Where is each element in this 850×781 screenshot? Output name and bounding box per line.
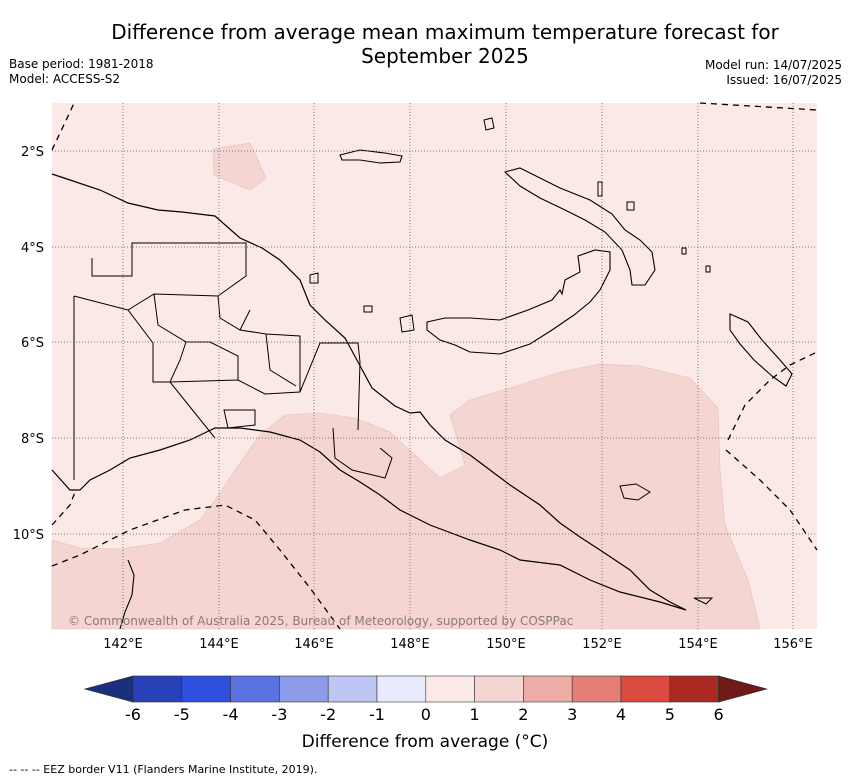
- colorbar-tick-label: -6: [125, 705, 141, 724]
- colorbar-segment: [230, 675, 280, 703]
- new-guinea-coastline: [51, 173, 687, 611]
- colorbar-tick-label: -2: [320, 705, 336, 724]
- lat-label: 2°S: [21, 145, 44, 160]
- lon-label: 154°E: [678, 637, 718, 652]
- base-period-text: Base period: 1981-2018: [9, 57, 154, 71]
- title-line-2: September 2025: [361, 44, 529, 68]
- lon-label: 144°E: [199, 637, 239, 652]
- lat-label: 4°S: [21, 241, 44, 256]
- new-ireland-island: [503, 167, 656, 286]
- colorbar-segment: [571, 675, 622, 703]
- new-britain-island: [426, 249, 611, 355]
- metadata-left: Base period: 1981-2018 Model: ACCESS-S2: [9, 57, 154, 87]
- colorbar-tick-label: -3: [271, 705, 287, 724]
- graticule: [52, 103, 817, 629]
- eez-borders: [51, 102, 818, 630]
- colorbar-tick-label: 6: [714, 705, 724, 724]
- colorbar-extend-low: [83, 675, 134, 703]
- international-border: [73, 295, 216, 480]
- colorbar-segment: [327, 675, 378, 703]
- issued-text: Issued: 16/07/2025: [726, 73, 842, 87]
- colorbar-tick-label: -4: [223, 705, 239, 724]
- map-title: Difference from average mean maximum tem…: [90, 20, 800, 68]
- colorbar-tick-label: 0: [421, 705, 431, 724]
- title-line-1: Difference from average mean maximum tem…: [111, 20, 779, 44]
- colorbar-segment: [474, 675, 524, 703]
- colorbar-tick-label: 4: [616, 705, 626, 724]
- bougainville-island: [729, 313, 793, 387]
- lat-label: 6°S: [21, 336, 44, 351]
- province-borders: [91, 242, 393, 479]
- lat-label: 10°S: [13, 528, 44, 543]
- colorbar-label: Difference from average (°C): [301, 732, 549, 752]
- colorbar-tick-label: -1: [369, 705, 385, 724]
- colorbar: -6 -5 -4 -3 -2 -1 0 1 2 3 4 5 6: [83, 675, 769, 724]
- lon-label: 152°E: [582, 637, 622, 652]
- colorbar-segment: [279, 675, 329, 703]
- colorbar-tick-label: 5: [665, 705, 675, 724]
- lat-label: 8°S: [21, 432, 44, 447]
- manus-island: [339, 149, 403, 164]
- colorbar-segment: [669, 675, 719, 703]
- colorbar-tick-label: 3: [567, 705, 577, 724]
- colorbar-segment: [425, 675, 475, 703]
- cape-york-coast: [119, 559, 135, 630]
- lon-label: 156°E: [773, 637, 813, 652]
- lon-label: 148°E: [390, 637, 430, 652]
- colorbar-tick-label: 2: [518, 705, 528, 724]
- copyright-credit: © Commonwealth of Australia 2025, Bureau…: [68, 614, 574, 628]
- colorbar-tick-label: -5: [174, 705, 190, 724]
- colorbar-segment: [181, 675, 231, 703]
- metadata-right: Model run: 14/07/2025 Issued: 16/07/2025: [705, 58, 842, 88]
- lon-label: 146°E: [294, 637, 334, 652]
- model-run-text: Model run: 14/07/2025: [704, 58, 842, 72]
- colorbar-segment: [620, 675, 671, 703]
- warm-zone-north: [212, 142, 267, 191]
- lon-label: 142°E: [103, 637, 143, 652]
- colorbar-segment: [132, 675, 183, 703]
- colorbar-segment: [376, 675, 427, 703]
- eez-footnote: -- -- -- EEZ border V11 (Flanders Marine…: [9, 763, 318, 776]
- colorbar-extend-high: [718, 675, 769, 703]
- colorbar-tick-label: 1: [470, 705, 480, 724]
- model-text: Model: ACCESS-S2: [9, 72, 121, 86]
- lon-label: 150°E: [486, 637, 526, 652]
- colorbar-segment: [523, 675, 573, 703]
